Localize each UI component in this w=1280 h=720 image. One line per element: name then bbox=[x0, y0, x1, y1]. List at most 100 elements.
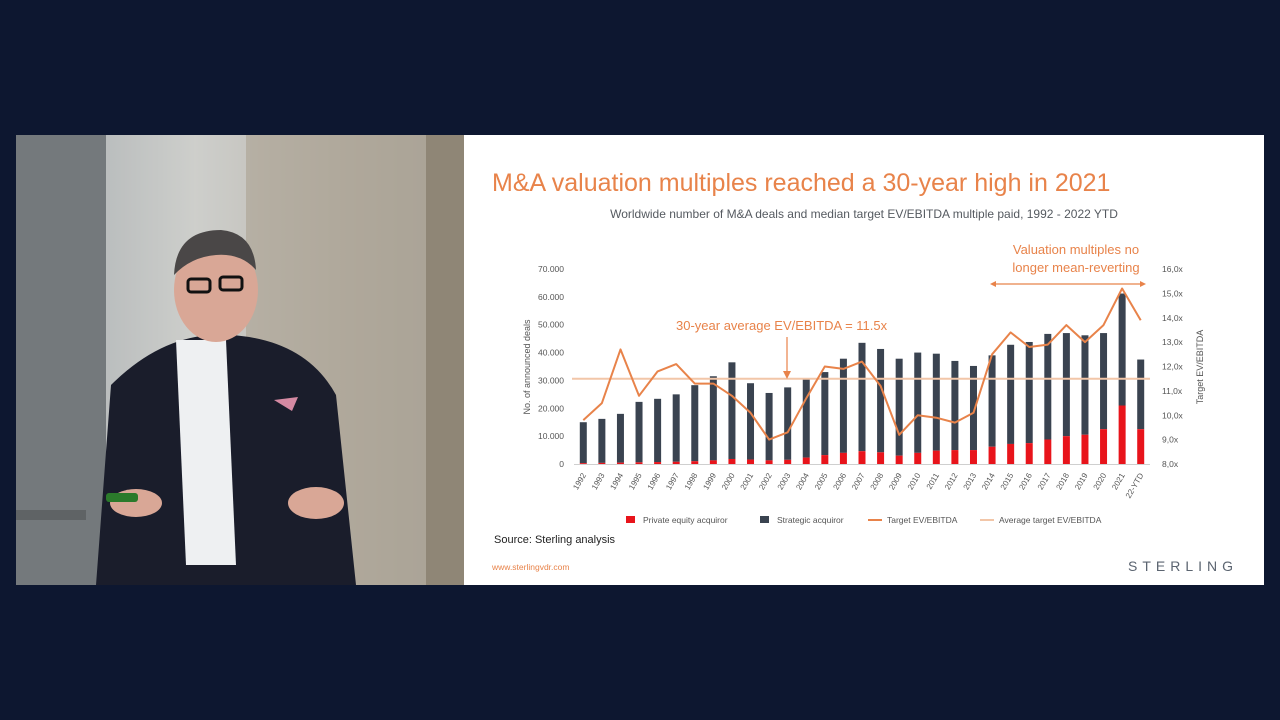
bar-private-equity bbox=[1044, 439, 1052, 464]
x-tick-label: 1994 bbox=[608, 471, 625, 491]
bar-private-equity bbox=[858, 451, 866, 464]
bar-strategic bbox=[635, 401, 643, 463]
glasses-right bbox=[218, 275, 244, 292]
bar-private-equity bbox=[895, 455, 903, 464]
presentation-clicker bbox=[106, 493, 138, 502]
bar-strategic bbox=[1007, 344, 1015, 444]
x-tick-label: 2021 bbox=[1110, 471, 1127, 491]
legend-swatch bbox=[760, 516, 769, 523]
x-tick-label: 2011 bbox=[925, 471, 942, 491]
x-tick-label: 2008 bbox=[869, 471, 886, 491]
bar-strategic bbox=[765, 392, 773, 461]
y2-axis-title: Target EV/EBITDA bbox=[1195, 330, 1205, 405]
x-tick-label: 22-YTD bbox=[1124, 471, 1146, 500]
chart-subtitle: Worldwide number of M&A deals and median… bbox=[610, 207, 1118, 221]
x-tick-label: 2001 bbox=[739, 471, 756, 491]
legend-label: Average target EV/EBITDA bbox=[999, 515, 1102, 525]
bar-private-equity bbox=[672, 461, 680, 464]
x-tick-label: 1995 bbox=[627, 471, 644, 491]
y2-tick-label: 10,0x bbox=[1162, 410, 1184, 420]
bar-strategic bbox=[1137, 359, 1145, 430]
bar-private-equity bbox=[802, 457, 810, 464]
bar-strategic bbox=[598, 418, 606, 463]
recent-annotation-line2: longer mean-reverting bbox=[1012, 260, 1139, 275]
bar-strategic bbox=[932, 353, 940, 451]
y-tick-label: 10.000 bbox=[538, 431, 564, 441]
x-tick-label: 2015 bbox=[999, 471, 1016, 491]
y2-tick-label: 14,0x bbox=[1162, 313, 1184, 323]
average-annotation-arrowhead bbox=[783, 371, 791, 379]
bar-strategic bbox=[858, 342, 866, 452]
x-tick-label: 2013 bbox=[962, 471, 979, 491]
bar-private-equity bbox=[1007, 443, 1015, 464]
x-tick-label: 2016 bbox=[1017, 471, 1034, 491]
source-note: Source: Sterling analysis bbox=[494, 534, 616, 546]
bar-private-equity bbox=[821, 455, 829, 464]
bar-private-equity bbox=[932, 450, 940, 464]
x-tick-label: 2003 bbox=[776, 471, 793, 491]
bar-private-equity bbox=[691, 461, 699, 464]
bar-strategic bbox=[821, 372, 829, 456]
x-tick-label: 2009 bbox=[887, 471, 904, 491]
x-tick-label: 2007 bbox=[850, 471, 867, 491]
bar-private-equity bbox=[616, 462, 624, 464]
bar-strategic bbox=[579, 422, 587, 464]
x-tick-label: 1999 bbox=[701, 471, 718, 491]
y-tick-label: 70.000 bbox=[538, 264, 564, 274]
bar-private-equity bbox=[969, 450, 977, 464]
y2-tick-label: 13,0x bbox=[1162, 337, 1184, 347]
speaker-shirt bbox=[176, 340, 236, 565]
y2-tick-label: 15,0x bbox=[1162, 288, 1184, 298]
y-tick-label: 30.000 bbox=[538, 375, 564, 385]
bar-strategic bbox=[672, 394, 680, 462]
legend-swatch bbox=[626, 516, 635, 523]
average-annotation: 30-year average EV/EBITDA = 11.5x bbox=[676, 318, 888, 333]
x-tick-label: 1993 bbox=[590, 471, 607, 491]
presentation-slide: M&A valuation multiples reached a 30-yea… bbox=[464, 135, 1264, 585]
bar-strategic bbox=[654, 398, 662, 463]
x-tick-label: 2002 bbox=[757, 471, 774, 491]
bar-strategic bbox=[1062, 333, 1070, 437]
bar-strategic bbox=[728, 362, 736, 459]
bar-private-equity bbox=[1062, 436, 1070, 464]
bar-strategic bbox=[914, 352, 922, 453]
y-tick-label: 0 bbox=[559, 459, 564, 469]
x-tick-label: 2019 bbox=[1073, 471, 1090, 491]
bar-private-equity bbox=[951, 450, 959, 464]
bar-private-equity bbox=[914, 452, 922, 464]
y2-tick-label: 12,0x bbox=[1162, 362, 1184, 372]
footer-url[interactable]: www.sterlingvdr.com bbox=[492, 562, 570, 572]
x-tick-label: 2012 bbox=[943, 471, 960, 491]
x-tick-label: 2010 bbox=[906, 471, 923, 491]
speaker-video bbox=[16, 135, 464, 585]
bar-private-equity bbox=[747, 459, 755, 464]
bar-strategic bbox=[1025, 341, 1033, 444]
bar-private-equity bbox=[709, 460, 717, 464]
target-ev-ebitda-line bbox=[582, 287, 1142, 441]
x-tick-label: 1997 bbox=[664, 471, 681, 491]
speaker-head bbox=[174, 238, 258, 342]
legend-label: Target EV/EBITDA bbox=[887, 515, 958, 525]
bar-strategic bbox=[691, 385, 699, 462]
x-tick-label: 2005 bbox=[813, 471, 830, 491]
speaker-hand-right bbox=[288, 487, 344, 519]
x-tick-label: 2020 bbox=[1092, 471, 1109, 491]
bar-strategic bbox=[988, 355, 996, 447]
bar-strategic bbox=[1118, 293, 1126, 406]
speaker-hair bbox=[174, 230, 256, 275]
y2-tick-label: 8,0x bbox=[1162, 459, 1179, 469]
bar-private-equity bbox=[1100, 429, 1108, 464]
x-tick-label: 2014 bbox=[980, 471, 997, 491]
recent-annotation-arrow-left bbox=[990, 281, 996, 287]
recent-annotation-line1: Valuation multiples no bbox=[1013, 242, 1139, 257]
bar-strategic bbox=[784, 387, 792, 460]
x-tick-label: 2018 bbox=[1054, 471, 1071, 491]
pocket-square bbox=[274, 397, 298, 411]
slide-title: M&A valuation multiples reached a 30-yea… bbox=[492, 169, 1111, 197]
x-tick-label: 2006 bbox=[831, 471, 848, 491]
glasses-left bbox=[186, 277, 212, 294]
bar-private-equity bbox=[1137, 429, 1145, 464]
y-tick-label: 50.000 bbox=[538, 320, 564, 330]
bar-private-equity bbox=[579, 463, 587, 464]
bar-private-equity bbox=[1081, 434, 1089, 464]
